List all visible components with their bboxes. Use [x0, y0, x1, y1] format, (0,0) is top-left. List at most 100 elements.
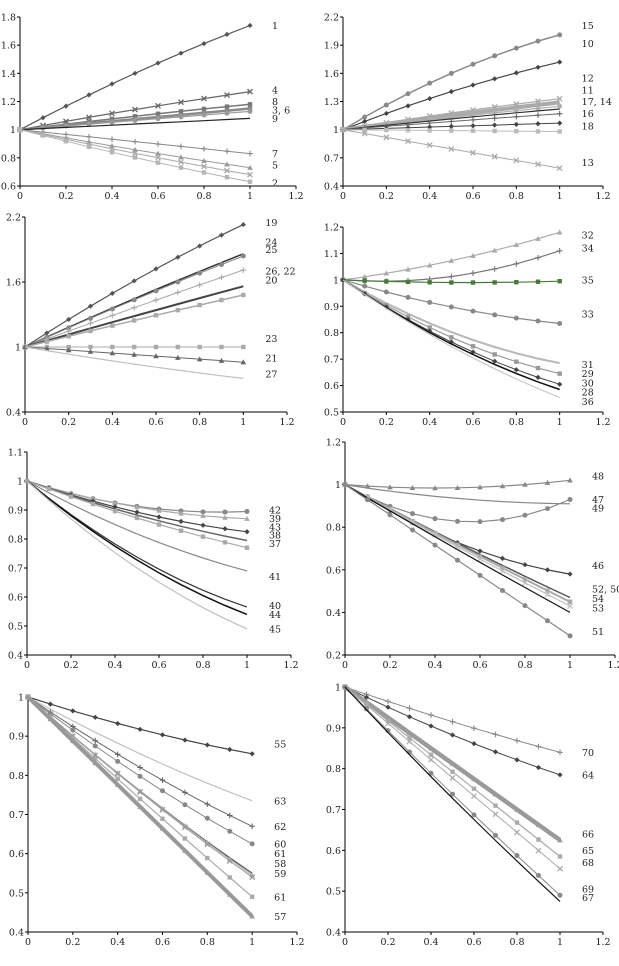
data-point [153, 297, 159, 303]
data-point [224, 104, 230, 109]
data-point [450, 791, 455, 797]
series-label: 8 [272, 97, 278, 108]
data-point [159, 806, 166, 813]
data-point [44, 330, 50, 336]
data-point [178, 99, 184, 106]
data-point [536, 837, 541, 842]
data-point [109, 136, 115, 143]
data-point [47, 716, 54, 722]
chart-panel-2: 0 0.2 0.4 0.6 0.8 1 1.2 0.4 0.7 1 1.3 1.6 1.9 2.2 15 10… [324, 13, 612, 203]
series-57 [25, 694, 255, 919]
y-tick-label: 1 [15, 343, 21, 354]
data-point [500, 587, 505, 593]
series-line [26, 480, 248, 608]
data-point [224, 108, 230, 113]
data-point [514, 806, 520, 812]
series-label: 15 [582, 21, 594, 32]
data-point [131, 304, 137, 311]
y-tick-label: 0.9 [324, 302, 339, 313]
y-tick-label: 0.5 [326, 887, 341, 898]
data-point [535, 64, 541, 70]
data-point [409, 484, 416, 490]
data-point [535, 254, 541, 261]
data-point [499, 555, 506, 562]
data-point [448, 145, 455, 152]
data-point [204, 801, 211, 807]
x-tick-label: 0.8 [192, 417, 207, 428]
series-label: 18 [582, 121, 594, 132]
data-point [499, 483, 506, 489]
y-tick-label: 1 [10, 125, 16, 136]
data-point [384, 279, 389, 284]
data-point [222, 526, 228, 532]
data-point [491, 266, 498, 272]
data-point [513, 315, 519, 321]
data-point [131, 344, 137, 350]
series-line [342, 279, 560, 399]
data-point [109, 350, 116, 356]
series-line [344, 484, 571, 613]
y-tick-label: 1.4 [1, 69, 16, 80]
data-point [160, 788, 165, 794]
series-23 [22, 344, 246, 350]
data-point [222, 514, 228, 520]
data-point [249, 823, 255, 830]
series-48 [342, 477, 573, 491]
data-point [557, 32, 563, 38]
data-point [492, 312, 498, 318]
data-point [86, 121, 92, 127]
data-point [567, 477, 573, 483]
data-point [491, 247, 498, 253]
data-point [70, 738, 76, 744]
data-point [514, 128, 519, 134]
data-point [557, 129, 562, 134]
data-point [87, 320, 94, 327]
data-point [44, 339, 50, 344]
y-tick-label: 1.2 [324, 223, 339, 234]
data-point [155, 111, 161, 116]
data-point [448, 123, 454, 129]
data-point [131, 318, 137, 323]
data-point [240, 267, 247, 273]
data-point [70, 727, 76, 733]
chart-panel-5: 0 0.2 0.4 0.6 0.8 1 1.2 0.4 0.5 0.6 0.7 0.8 0.9 1 1.1 4… [8, 448, 299, 672]
data-point [522, 603, 528, 609]
series-line [342, 279, 560, 365]
data-point [427, 325, 432, 330]
data-point [450, 769, 455, 774]
series-label: 37 [269, 539, 281, 550]
data-point [200, 522, 206, 528]
data-point [432, 530, 438, 536]
data-point [22, 344, 28, 350]
data-point [182, 847, 188, 853]
data-point [132, 155, 138, 160]
data-point [181, 824, 188, 831]
x-tick-label: 0 [340, 417, 346, 428]
y-tick-label: 1.3 [324, 97, 339, 108]
x-tick-label: 0.4 [423, 937, 438, 948]
data-point [204, 815, 210, 821]
y-tick-label: 0.8 [326, 764, 341, 775]
data-point [244, 529, 250, 535]
data-point [471, 740, 477, 747]
y-tick-label: 0.8 [324, 328, 339, 339]
series-49 [344, 484, 571, 505]
data-point [88, 315, 93, 321]
data-point [567, 599, 573, 604]
y-tick-label: 0.7 [8, 564, 23, 575]
series-label: 68 [582, 858, 594, 869]
data-point [471, 725, 477, 731]
data-point [448, 257, 455, 263]
data-point [65, 328, 72, 334]
data-point [90, 498, 96, 504]
data-point [178, 510, 184, 516]
chart-panel-6: 00.20.40.60.811.20.20.40.60.811.24847494… [326, 438, 619, 672]
data-point [427, 328, 433, 334]
data-point [492, 76, 498, 82]
data-point [201, 40, 207, 47]
data-point [219, 344, 224, 350]
data-point [178, 528, 184, 533]
x-tick-label: 0 [24, 660, 30, 671]
x-tick-label: 0.2 [379, 417, 394, 428]
